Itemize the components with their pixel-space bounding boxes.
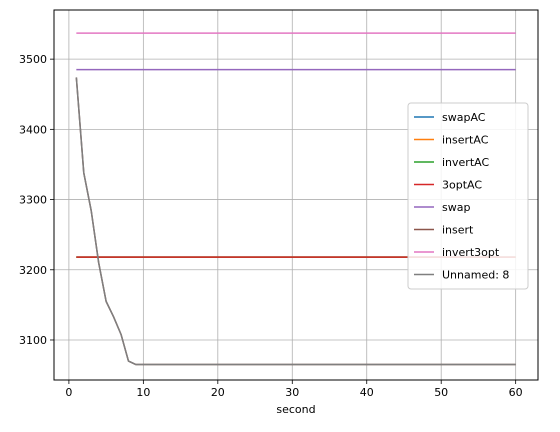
x-tick-label: 30 xyxy=(285,386,299,399)
legend-entry-label: 3optAC xyxy=(442,179,482,192)
x-tick-label: 40 xyxy=(360,386,374,399)
legend-entry-label: swap xyxy=(442,201,470,214)
legend-entry-label: insertAC xyxy=(442,134,489,147)
legend-entry-label: invertAC xyxy=(442,156,489,169)
legend-box xyxy=(407,102,529,290)
x-axis-label: second xyxy=(276,403,315,416)
y-tick-label: 3100 xyxy=(19,334,47,347)
x-tick-label: 20 xyxy=(211,386,225,399)
x-tick-label: 60 xyxy=(509,386,523,399)
y-tick-label: 3500 xyxy=(19,53,47,66)
y-axis-ticks: 3100 3200 3300 3400 3500 xyxy=(19,53,54,347)
y-tick-label: 3400 xyxy=(19,123,47,136)
series-line-7 xyxy=(75,77,516,366)
legend-entry-label: swapAC xyxy=(442,111,486,124)
legend: swapAC insertAC invertAC 3optAC swap insert in… xyxy=(407,102,529,290)
x-tick-label: 10 xyxy=(136,386,150,399)
legend-entry-label: insert xyxy=(442,224,474,237)
legend-entry-label: Unnamed: 8 xyxy=(442,269,509,282)
x-tick-label: 50 xyxy=(434,386,448,399)
y-tick-label: 3200 xyxy=(19,264,47,277)
legend-entry-label: invert3opt xyxy=(442,246,500,259)
y-tick-label: 3300 xyxy=(19,194,47,207)
plot-area-frame xyxy=(53,9,539,381)
x-axis-ticks: 0 10 20 30 40 50 60 xyxy=(65,380,523,399)
x-tick-label: 0 xyxy=(65,386,72,399)
